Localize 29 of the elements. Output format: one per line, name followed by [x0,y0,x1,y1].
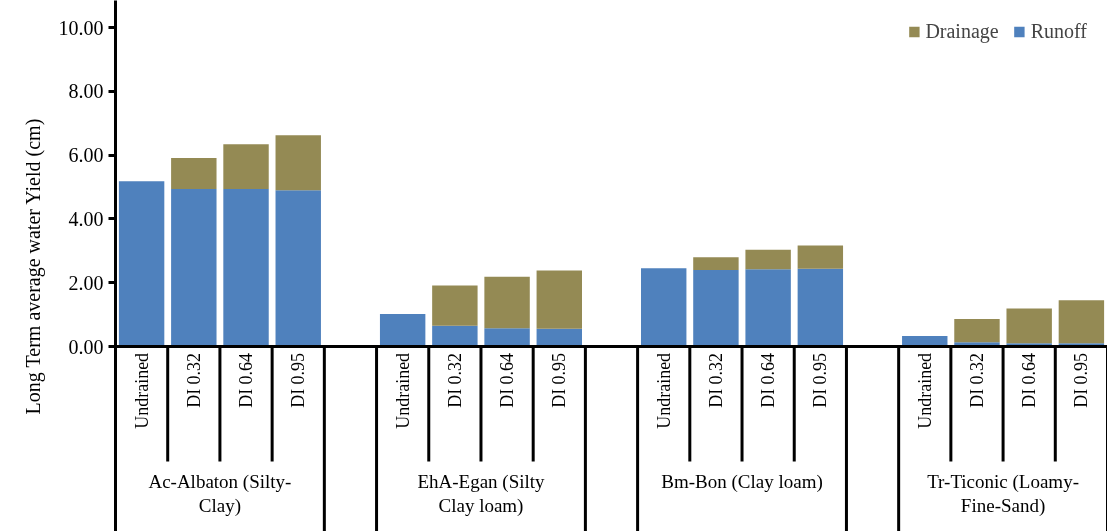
y-tick-label: 2.00 [68,271,104,294]
x-tick-label: DI 0.64 [497,352,518,408]
x-tick-label: Undrained [131,352,152,429]
x-tick-label: Undrained [392,352,413,429]
y-tick-label: 10.00 [58,16,104,39]
y-axis-title: Long Term average water Yield (cm) [21,118,45,415]
legend-label: Runoff [1030,20,1087,43]
text: EhA-Egan (Silty Clay loam) [417,471,546,518]
x-tick-label: DI 0.32 [183,352,204,408]
y-tick-label: 0.00 [68,335,104,358]
x-tick-label: DI 0.32 [966,352,987,408]
x-tick-label: DI 0.95 [1071,352,1092,408]
text: Ac-Albaton (Silty-Clay) [148,471,292,518]
x-tick-label: Undrained [914,352,935,429]
x-tick-label: DI 0.64 [1019,352,1040,408]
text: Tr-Ticonic (Loamy-Fine-Sand) [927,471,1079,518]
x-tick-label: DI 0.64 [758,352,779,408]
text: Bm-Bon (Clay loam) [661,471,823,494]
y-tick-label: 6.00 [68,144,104,167]
y-tick-label: 4.00 [68,207,104,230]
x-tick-label: DI 0.95 [549,352,570,408]
x-tick-label: DI 0.32 [705,352,726,408]
x-tick-label: DI 0.95 [288,352,309,408]
x-tick-label: Undrained [653,352,674,429]
x-tick-label: DI 0.95 [810,352,831,408]
legend-label: Drainage [925,20,999,43]
x-tick-label: DI 0.64 [236,352,257,408]
x-tick-label: DI 0.32 [444,352,465,408]
y-tick-label: 8.00 [68,80,104,103]
